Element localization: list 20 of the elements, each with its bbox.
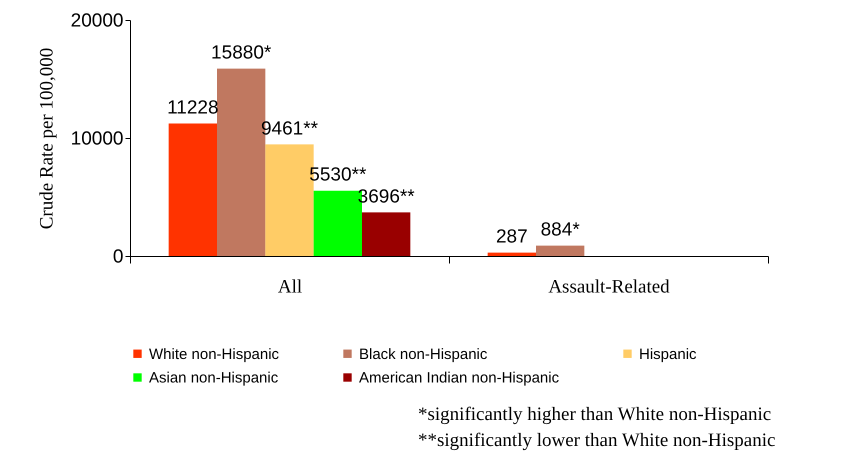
data-label: 287: [496, 226, 528, 248]
legend-label: American Indian non-Hispanic: [359, 370, 560, 386]
x-tick-label: All: [278, 276, 302, 298]
bar: [362, 212, 410, 256]
y-tick-label: 10000: [70, 128, 124, 150]
bar: [168, 124, 217, 256]
data-label: 15880*: [211, 42, 272, 64]
y-tick-label: 20000: [70, 10, 124, 32]
data-label: 884*: [540, 220, 580, 241]
legend-label: Hispanic: [639, 346, 698, 363]
bar: [536, 246, 584, 256]
x-tick-label: Assault-Related: [548, 276, 670, 298]
legend-label: Asian non-Hispanic: [149, 370, 279, 386]
legend-label: Black non-Hispanic: [359, 346, 488, 363]
y-axis-title: Crude Rate per 100,000: [36, 48, 58, 230]
text: **significantly lower than White non-Hispanic: [418, 429, 776, 453]
y-tick-label: 0: [112, 246, 124, 268]
bar: [488, 252, 536, 256]
text: *significantly higher than White non-Hispanic: [418, 403, 772, 427]
legend-label: White non-Hispanic: [149, 346, 280, 363]
